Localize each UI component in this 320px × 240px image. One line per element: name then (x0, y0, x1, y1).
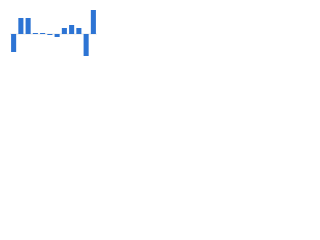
bar (25, 18, 31, 34)
bar (90, 10, 96, 34)
bar (32, 33, 38, 34)
bar (18, 18, 24, 34)
bar (76, 28, 82, 34)
bar (11, 34, 17, 52)
chart (0, 0, 100, 71)
bar (54, 34, 60, 37)
bar (83, 34, 89, 56)
bar (47, 34, 53, 35)
page: {"chart_data": {"type": "bar", "categori… (0, 0, 100, 71)
background (0, 0, 100, 71)
bar (40, 33, 46, 34)
bar (61, 28, 67, 34)
bar (69, 25, 75, 34)
